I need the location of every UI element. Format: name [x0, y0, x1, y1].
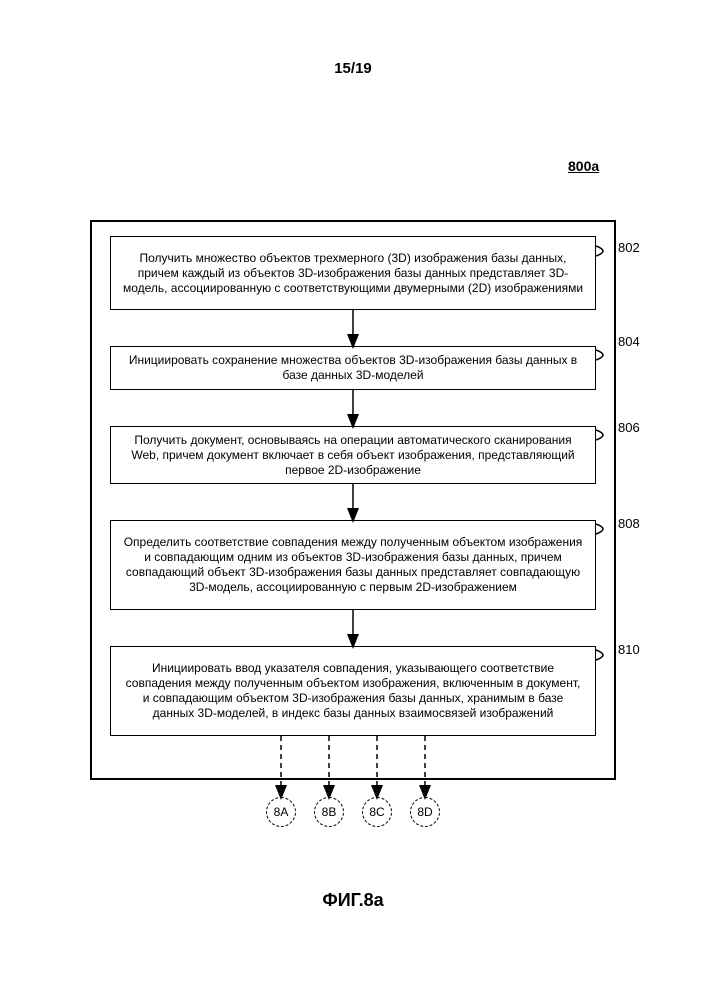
- step-806-text: Получить документ, основываясь на операц…: [121, 433, 585, 478]
- page: 15/19 800a ФИГ.8a Получить множество объ…: [0, 0, 706, 999]
- connector-8a: 8A: [266, 797, 296, 827]
- step-804-ref: 804: [618, 334, 640, 349]
- connector-8d-label: 8D: [417, 805, 432, 819]
- connector-8c-label: 8C: [369, 805, 384, 819]
- figure-caption: ФИГ.8a: [0, 890, 706, 911]
- step-806-ref: 806: [618, 420, 640, 435]
- step-802-ref: 802: [618, 240, 640, 255]
- step-810-text: Инициировать ввод указателя совпадения, …: [121, 661, 585, 721]
- step-808-ref: 808: [618, 516, 640, 531]
- step-802-text: Получить множество объектов трехмерного …: [121, 251, 585, 296]
- connector-8a-label: 8A: [274, 805, 289, 819]
- step-810-ref: 810: [618, 642, 640, 657]
- step-804: Инициировать сохранение множества объект…: [110, 346, 596, 390]
- step-804-text: Инициировать сохранение множества объект…: [121, 353, 585, 383]
- connector-8d: 8D: [410, 797, 440, 827]
- step-806: Получить документ, основываясь на операц…: [110, 426, 596, 484]
- step-808-text: Определить соответствие совпадения между…: [121, 535, 585, 595]
- connector-8b-label: 8B: [322, 805, 337, 819]
- connector-8b: 8B: [314, 797, 344, 827]
- connector-8c: 8C: [362, 797, 392, 827]
- step-810: Инициировать ввод указателя совпадения, …: [110, 646, 596, 736]
- step-802: Получить множество объектов трехмерного …: [110, 236, 596, 310]
- figure-id: 800a: [568, 158, 599, 174]
- step-808: Определить соответствие совпадения между…: [110, 520, 596, 610]
- page-number: 15/19: [0, 60, 706, 77]
